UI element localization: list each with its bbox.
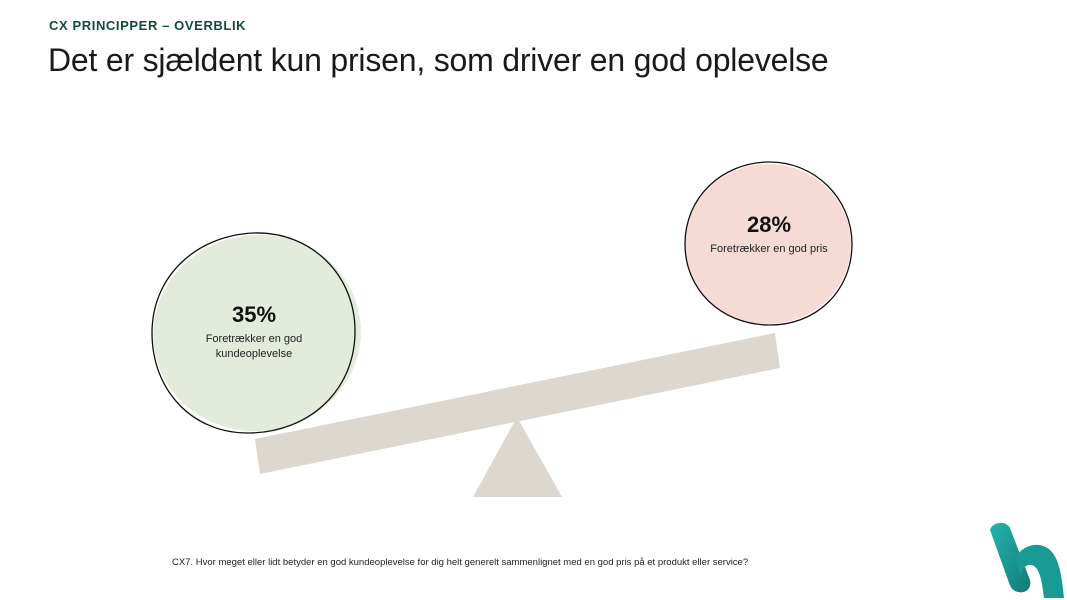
left-label: Foretrækker en god kundeoplevelse <box>205 333 303 360</box>
seesaw-plank <box>255 333 780 474</box>
brand-logo-icon <box>990 522 1064 598</box>
right-label: Foretrækker en god pris <box>710 243 828 255</box>
right-percent: 28% <box>746 212 792 237</box>
left-bubble <box>151 232 361 434</box>
left-percent: 35% <box>231 302 277 327</box>
right-bubble-text: 28% Foretrækker en god pris <box>710 212 828 257</box>
survey-question-footnote: CX7. Hvor meget eller lidt betyder en go… <box>172 557 749 568</box>
left-bubble-text: 35% Foretrækker en god kundeoplevelse <box>181 302 327 362</box>
section-kicker: CX PRINCIPPER – OVERBLIK <box>49 18 247 33</box>
page-title: Det er sjældent kun prisen, som driver e… <box>48 42 829 78</box>
seesaw-fulcrum <box>473 417 562 497</box>
right-bubble <box>684 161 853 326</box>
